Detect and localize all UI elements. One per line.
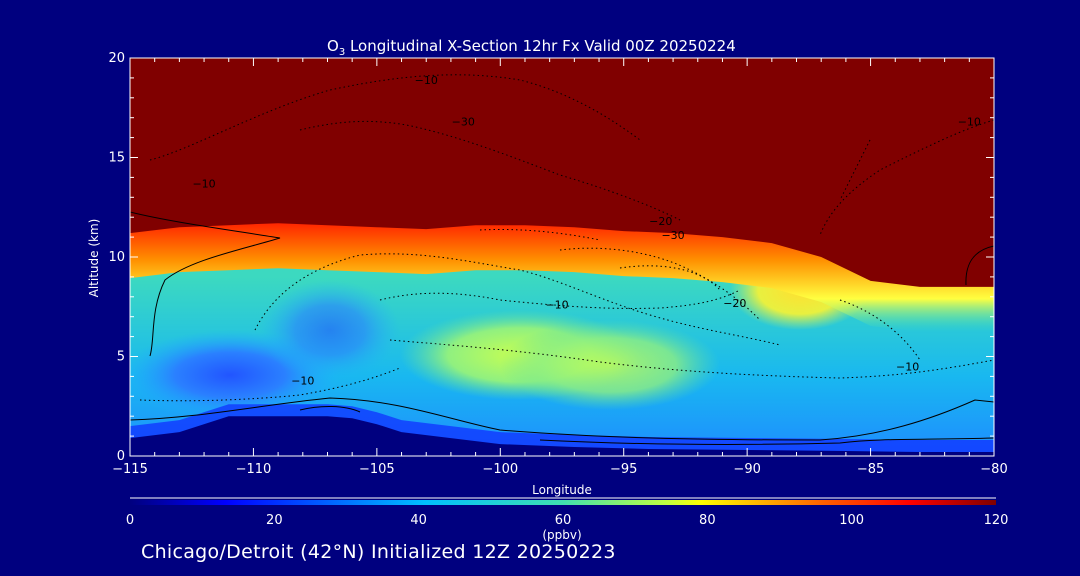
contour-label: −10 — [958, 116, 981, 129]
contour-dashed-6 — [379, 289, 741, 309]
y-tick-label: 5 — [117, 350, 125, 365]
x-tick-label: −80 — [980, 462, 1007, 477]
x-tick-label: −105 — [359, 462, 395, 477]
contour-label: −10 — [896, 360, 919, 373]
x-tick-label: −90 — [733, 462, 760, 477]
ozone-max-region-2 — [500, 320, 720, 410]
y-tick-label: 10 — [108, 250, 125, 265]
contour-dashed-3 — [819, 119, 994, 236]
stratosphere-region — [130, 58, 994, 287]
x-tick-label: −100 — [482, 462, 518, 477]
contour-label: −30 — [661, 229, 684, 242]
colorbar-tick-label: 120 — [984, 513, 1009, 528]
colorbar-ticks: 0 20 40 60 80 100 120 — [126, 513, 1009, 528]
contour-dashed-1 — [149, 74, 641, 161]
colorbar-tick-label: 80 — [699, 513, 716, 528]
contour-dashed-12 — [839, 299, 921, 361]
colorbar — [130, 500, 996, 505]
contour-solid-low — [130, 397, 994, 441]
y-tick-label: 0 — [117, 449, 125, 464]
contour-solid-surface — [539, 437, 994, 445]
y-tick-label: 20 — [108, 51, 125, 66]
contour-label: −10 — [545, 299, 568, 312]
y-tick-label: 15 — [108, 151, 125, 166]
chart-title: O3 Longitudinal X-Section 12hr Fx Valid … — [327, 37, 736, 58]
contour-dashed-9 — [389, 339, 994, 379]
ozone-low-region-2 — [260, 280, 400, 380]
colorbar-tick-label: 100 — [839, 513, 864, 528]
terrain — [130, 416, 994, 456]
contour-labels: −10−10−30 −10−20−30−10 −20−10−10 — [192, 74, 980, 387]
x-axis-label: Longitude — [532, 483, 592, 497]
contour-solid-east — [965, 245, 994, 286]
contour-label: −10 — [415, 74, 438, 87]
contours — [130, 211, 994, 445]
contour-solid-terrain — [299, 406, 361, 413]
contour-label: −30 — [452, 116, 475, 129]
x-axis: −115 −110 −105 −100 −95 −90 −85 −80 — [112, 58, 1008, 477]
y-axis-label: Altitude (km) — [87, 219, 101, 298]
contour-solid-west — [130, 211, 281, 357]
x-tick-label: −95 — [610, 462, 637, 477]
colorbar-label: (ppbv) — [542, 528, 581, 542]
dashed-contours — [139, 74, 994, 402]
x-tick-label: −110 — [236, 462, 272, 477]
ozone-field — [130, 58, 994, 456]
x-tick-label: −115 — [112, 462, 148, 477]
contour-label: −10 — [192, 177, 215, 190]
footer-caption: Chicago/Detroit (42°N) Initialized 12Z 2… — [141, 541, 616, 563]
contour-label: −20 — [649, 215, 672, 228]
colorbar-tick-label: 0 — [126, 513, 134, 528]
colorbar-tick-label: 20 — [266, 513, 283, 528]
x-tick-label: −85 — [857, 462, 884, 477]
colorbar-tick-label: 60 — [555, 513, 572, 528]
contour-dashed-2 — [299, 120, 681, 221]
colorbar-tick-label: 40 — [410, 513, 427, 528]
tropopause-band — [130, 221, 994, 332]
y-axis: 0 5 10 15 20 — [108, 51, 994, 464]
contour-label: −10 — [291, 374, 314, 387]
contour-label: −20 — [723, 297, 746, 310]
